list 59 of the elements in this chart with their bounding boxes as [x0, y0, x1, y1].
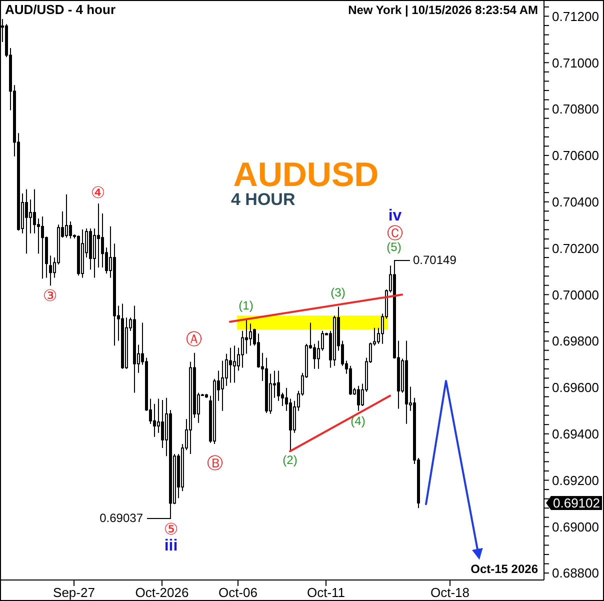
annotation: 0.69037: [100, 511, 144, 525]
y-tick-label: 0.69200: [552, 472, 599, 488]
annotation: iv: [388, 208, 402, 225]
annotation: (4): [350, 414, 366, 428]
x-tick-label: Oct-06: [218, 585, 258, 600]
annotation: Ⓒ: [387, 224, 403, 243]
chart-title: AUD/USD - 4 hour: [5, 2, 116, 17]
candlestick: [69, 221, 72, 239]
candlestick: [313, 343, 316, 370]
annotation: ③: [42, 286, 58, 306]
annotation: ④: [90, 182, 106, 202]
annotation: 0.70149: [413, 253, 457, 267]
candlestick: [233, 345, 236, 384]
candlestick: [229, 347, 232, 384]
y-tick-label: 0.69400: [552, 426, 599, 442]
text: 0.69102: [553, 496, 600, 510]
candlestick: [249, 323, 252, 346]
y-tick-label: 0.70000: [552, 287, 599, 302]
candlestick: [41, 216, 44, 280]
annotation: Ⓑ: [207, 453, 223, 472]
y-tick-label: 0.71000: [552, 55, 599, 70]
candlestick: [33, 188, 36, 234]
candlestick: [245, 319, 248, 354]
y-tick-label: 0.68800: [552, 566, 599, 581]
y-tick-label: 0.70600: [552, 148, 599, 164]
x-tick-label: Oct-2026: [135, 585, 189, 600]
annotation: (3): [330, 286, 346, 300]
candlestick: [221, 360, 224, 412]
annotation: (5): [386, 240, 402, 254]
candlestick: [153, 403, 156, 438]
annotation: (1): [238, 298, 254, 313]
y-tick-label: 0.69600: [552, 380, 599, 396]
candlestick: [25, 188, 28, 254]
chart-subtitle: New York | 10/15/2026 8:23:54 AM: [348, 3, 538, 17]
candlestick: [29, 199, 32, 234]
candlestick: [357, 385, 360, 412]
y-tick-label: 0.70200: [552, 240, 599, 256]
candlestick: [101, 212, 104, 268]
candlestick: [93, 228, 96, 278]
x-tick-label: Oct-11: [306, 585, 346, 600]
annotation: Oct-15 2026: [470, 562, 538, 576]
candlestick: [225, 353, 228, 386]
annotation: (2): [282, 453, 298, 468]
annotation: Ⓐ: [186, 329, 202, 348]
candlestick: [65, 194, 68, 238]
x-tick-label: Sep-27: [53, 585, 95, 600]
annotation: ⑤: [164, 520, 178, 539]
y-tick-label: 0.70400: [552, 194, 599, 210]
candlestick: [97, 202, 100, 268]
x-tick-label: Oct-18: [430, 585, 470, 600]
candlestick: [241, 330, 244, 368]
y-tick-label: 0.70800: [552, 102, 599, 117]
y-tick-label: 0.69800: [552, 334, 599, 349]
y-tick-label: 0.71200: [552, 8, 599, 24]
candlestick: [49, 255, 52, 286]
y-tick-label: 0.69000: [552, 519, 599, 534]
candlestick: [277, 370, 280, 402]
candlestick: [161, 399, 164, 448]
annotation: iii: [164, 538, 178, 555]
